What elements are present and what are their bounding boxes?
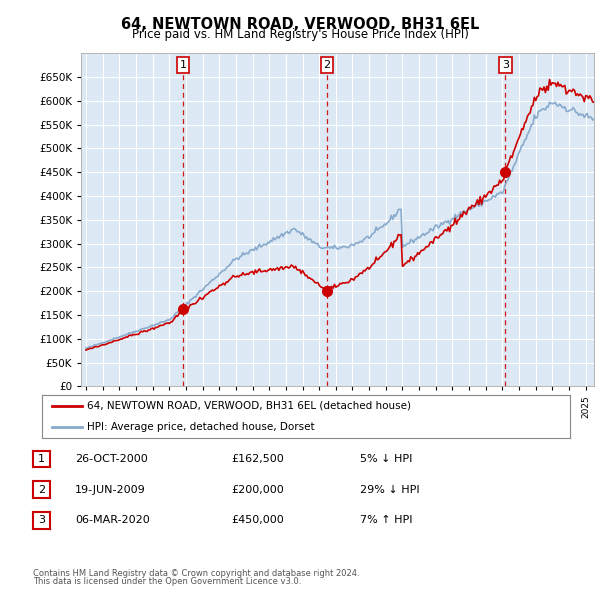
Text: 29% ↓ HPI: 29% ↓ HPI xyxy=(360,485,419,494)
Text: 64, NEWTOWN ROAD, VERWOOD, BH31 6EL: 64, NEWTOWN ROAD, VERWOOD, BH31 6EL xyxy=(121,17,479,31)
Text: HPI: Average price, detached house, Dorset: HPI: Average price, detached house, Dors… xyxy=(87,422,314,432)
Text: Price paid vs. HM Land Registry's House Price Index (HPI): Price paid vs. HM Land Registry's House … xyxy=(131,28,469,41)
Text: 7% ↑ HPI: 7% ↑ HPI xyxy=(360,516,413,525)
Text: £200,000: £200,000 xyxy=(231,485,284,494)
Text: 5% ↓ HPI: 5% ↓ HPI xyxy=(360,454,412,464)
Text: 19-JUN-2009: 19-JUN-2009 xyxy=(75,485,146,494)
Text: 64, NEWTOWN ROAD, VERWOOD, BH31 6EL (detached house): 64, NEWTOWN ROAD, VERWOOD, BH31 6EL (det… xyxy=(87,401,411,411)
Text: 1: 1 xyxy=(38,454,45,464)
Text: 2: 2 xyxy=(38,485,45,494)
Text: £450,000: £450,000 xyxy=(231,516,284,525)
Text: 26-OCT-2000: 26-OCT-2000 xyxy=(75,454,148,464)
Text: 3: 3 xyxy=(38,516,45,525)
Text: 2: 2 xyxy=(323,60,331,70)
Text: 06-MAR-2020: 06-MAR-2020 xyxy=(75,516,150,525)
Text: This data is licensed under the Open Government Licence v3.0.: This data is licensed under the Open Gov… xyxy=(33,578,301,586)
Text: 3: 3 xyxy=(502,60,509,70)
Text: 1: 1 xyxy=(179,60,187,70)
Text: Contains HM Land Registry data © Crown copyright and database right 2024.: Contains HM Land Registry data © Crown c… xyxy=(33,569,359,578)
Text: £162,500: £162,500 xyxy=(231,454,284,464)
